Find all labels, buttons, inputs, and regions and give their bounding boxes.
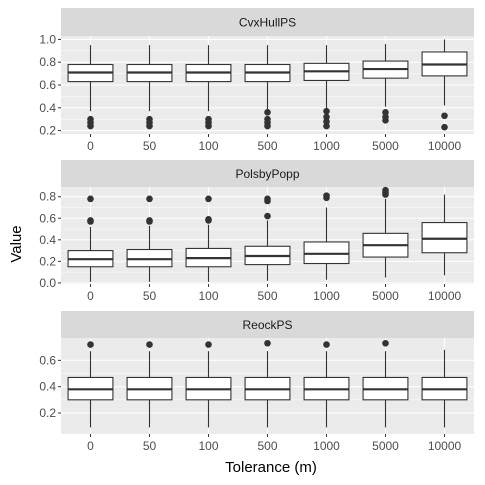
x-tick-label: 5000 bbox=[372, 439, 399, 453]
box-100 bbox=[185, 195, 232, 282]
y-tick-label: 0.2 bbox=[39, 254, 56, 268]
facet-title: CvxHullPS bbox=[239, 16, 296, 30]
x-tick-label: 1000 bbox=[313, 139, 340, 153]
outlier-point bbox=[264, 122, 271, 130]
x-tick-label: 500 bbox=[257, 439, 277, 453]
y-tick-label: 1.0 bbox=[39, 32, 56, 46]
outlier-point bbox=[264, 339, 271, 347]
y-tick-label: 0.8 bbox=[39, 55, 56, 69]
box-10000 bbox=[421, 349, 468, 428]
x-tick-label: 10000 bbox=[428, 139, 462, 153]
outlier-point bbox=[205, 341, 212, 348]
facet-reockps: ReockPS 0.2 0.4 0.6 0 50 100 500 1000 5000 10000 bbox=[39, 311, 474, 453]
outlier-point bbox=[323, 107, 330, 115]
y-tick-label: 0.6 bbox=[39, 211, 56, 225]
y-tick-label: 0.4 bbox=[39, 101, 56, 115]
box-1000 bbox=[303, 192, 350, 280]
box-1000 bbox=[303, 341, 350, 428]
x-tick-label: 0 bbox=[87, 439, 94, 453]
y-tick-label: 0.2 bbox=[39, 124, 56, 138]
box-1000 bbox=[303, 45, 350, 130]
outlier-point bbox=[146, 195, 153, 203]
facet-polsbypopp: PolsbyPopp 0.0 0.2 0.4 0.6 0.8 0 50 100 500 1000 50… bbox=[39, 160, 474, 303]
outlier-point bbox=[382, 186, 389, 194]
facet-cvxhullps: CvxHullPS 0.2 0.4 0.6 0.8 1.0 0 50 100 500 1000 500… bbox=[39, 8, 474, 153]
outlier-point bbox=[264, 195, 271, 203]
box-500 bbox=[244, 45, 291, 130]
y-tick-label: 0.2 bbox=[39, 406, 56, 420]
box-50 bbox=[126, 341, 173, 428]
box-100 bbox=[185, 45, 232, 130]
box-100 bbox=[185, 341, 232, 428]
x-tick-label: 50 bbox=[143, 289, 157, 303]
box-5000 bbox=[362, 339, 409, 428]
box-0 bbox=[67, 45, 114, 130]
y-tick-label: 0.4 bbox=[39, 233, 56, 247]
outlier-point bbox=[382, 117, 389, 124]
outlier-point bbox=[323, 192, 330, 199]
box-500 bbox=[244, 195, 291, 281]
x-tick-label: 50 bbox=[143, 139, 157, 153]
box-500 bbox=[244, 339, 291, 428]
y-tick-label: 0.6 bbox=[39, 78, 56, 92]
facet-strip bbox=[61, 311, 474, 338]
x-tick-label: 100 bbox=[198, 139, 218, 153]
box-5000 bbox=[362, 43, 409, 124]
box-10000 bbox=[421, 39, 468, 131]
outlier-point bbox=[323, 118, 330, 125]
y-tick-label: 0.8 bbox=[39, 190, 56, 204]
outlier-point bbox=[323, 341, 330, 348]
outlier-point bbox=[441, 112, 448, 120]
box-0 bbox=[67, 341, 114, 428]
outlier-point bbox=[382, 339, 389, 347]
box-0 bbox=[67, 195, 114, 282]
outlier-point bbox=[264, 212, 271, 220]
box-5000 bbox=[362, 186, 409, 278]
outlier-point bbox=[87, 122, 94, 130]
outlier-point bbox=[87, 341, 94, 348]
outlier-point bbox=[87, 218, 94, 225]
outlier-point bbox=[323, 122, 330, 130]
x-tick-label: 0 bbox=[87, 139, 94, 153]
x-tick-label: 5000 bbox=[372, 139, 399, 153]
outlier-point bbox=[205, 195, 212, 203]
outlier-point bbox=[441, 123, 448, 131]
y-axis-label: Value bbox=[8, 225, 25, 262]
x-tick-label: 1000 bbox=[313, 439, 340, 453]
facet-title: PolsbyPopp bbox=[235, 167, 299, 181]
outlier-point bbox=[146, 218, 153, 225]
facet-strip bbox=[61, 8, 474, 36]
box-50 bbox=[126, 45, 173, 130]
x-tick-label: 0 bbox=[87, 289, 94, 303]
x-tick-label: 100 bbox=[198, 439, 218, 453]
facet-title: ReockPS bbox=[242, 318, 292, 332]
x-tick-label: 500 bbox=[257, 289, 277, 303]
outlier-point bbox=[146, 122, 153, 130]
outlier-point bbox=[264, 109, 271, 116]
x-tick-label: 10000 bbox=[428, 289, 462, 303]
y-tick-label: 0.0 bbox=[39, 276, 56, 290]
x-tick-label: 50 bbox=[143, 439, 157, 453]
outlier-point bbox=[323, 113, 330, 121]
box-10000 bbox=[421, 194, 468, 276]
x-tick-label: 100 bbox=[198, 289, 218, 303]
x-tick-label: 500 bbox=[257, 139, 277, 153]
y-tick-label: 0.4 bbox=[39, 380, 56, 394]
outlier-point bbox=[382, 109, 389, 116]
x-axis-label: Tolerance (m) bbox=[225, 459, 317, 476]
box-50 bbox=[126, 195, 173, 282]
outlier-point bbox=[205, 217, 212, 224]
outlier-point bbox=[205, 122, 212, 130]
x-tick-label: 1000 bbox=[313, 289, 340, 303]
outlier-point bbox=[146, 341, 153, 348]
outlier-point bbox=[87, 195, 94, 203]
x-tick-label: 10000 bbox=[428, 439, 462, 453]
y-tick-label: 0.6 bbox=[39, 353, 56, 367]
x-tick-label: 5000 bbox=[372, 289, 399, 303]
facet-strip bbox=[61, 160, 474, 187]
